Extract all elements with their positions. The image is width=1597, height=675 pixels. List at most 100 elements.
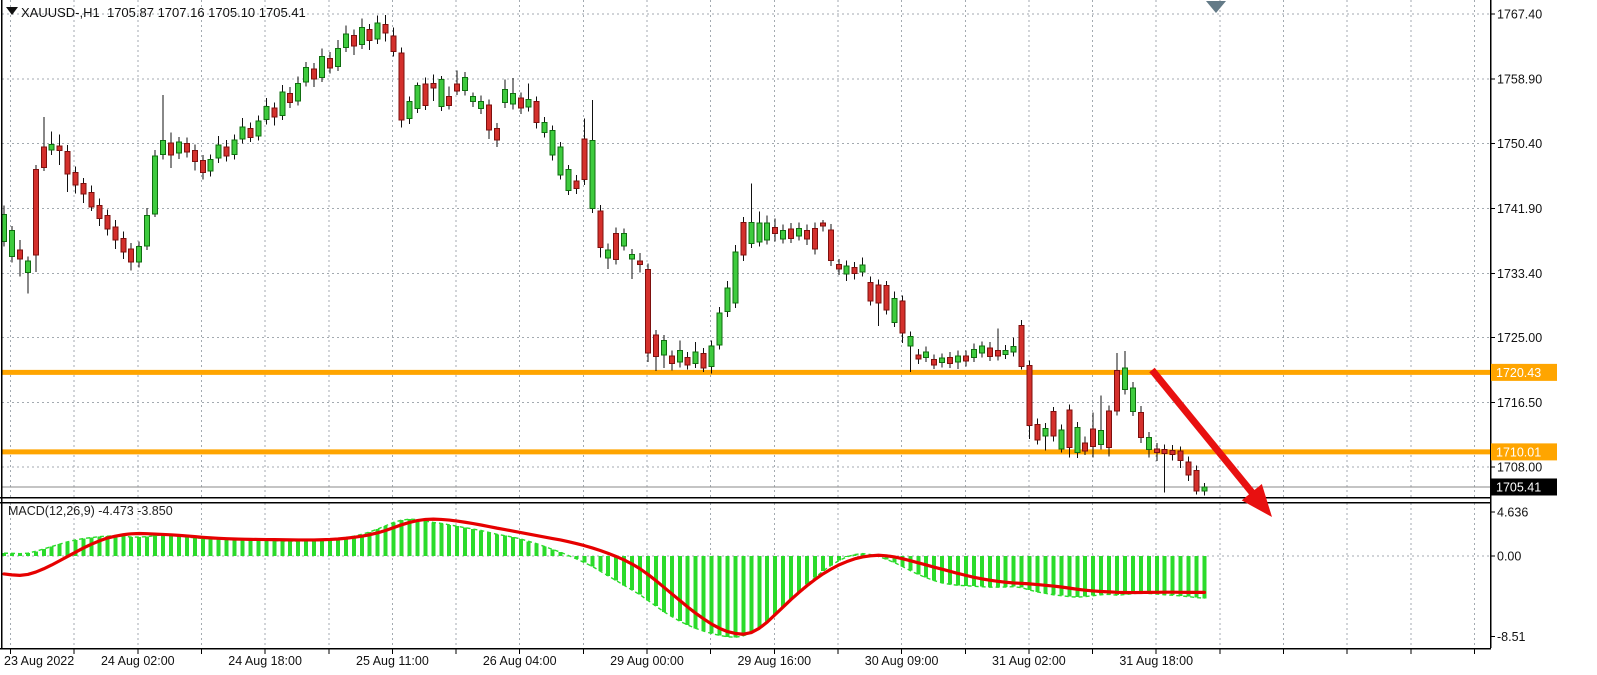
- macd-bar: [1115, 556, 1119, 596]
- candle-bullish: [756, 222, 763, 243]
- macd-bar: [606, 556, 611, 576]
- current-price-tag: [1491, 478, 1557, 496]
- candle-bearish: [167, 142, 174, 156]
- macd-bar: [956, 556, 960, 586]
- macd-bar: [1130, 556, 1135, 594]
- candle-bearish: [684, 356, 691, 366]
- macd-bar: [49, 546, 54, 556]
- macd-bar: [518, 538, 523, 556]
- candle-bearish: [867, 282, 874, 302]
- price-tick-label: 1708.00: [1497, 461, 1542, 475]
- candle-bearish: [1114, 369, 1120, 412]
- macd-bar: [224, 538, 229, 556]
- macd-bar: [1154, 556, 1159, 594]
- candle-bearish: [390, 35, 397, 52]
- candle-bullish: [303, 66, 310, 83]
- macd-bar: [232, 538, 237, 556]
- candle-bearish: [517, 97, 524, 109]
- time-tick-label: 29 Aug 00:00: [610, 654, 684, 668]
- candle-bearish: [1153, 448, 1160, 454]
- candle-bearish: [16, 249, 23, 260]
- candle-bullish: [1145, 436, 1152, 451]
- candle-bullish: [1201, 486, 1208, 492]
- candle-bearish: [875, 284, 882, 304]
- candle-bullish: [414, 85, 421, 110]
- macd-bar: [1138, 556, 1143, 594]
- macd-bar: [781, 556, 786, 608]
- price-tick-label: 1758.90: [1497, 72, 1542, 86]
- macd-bar: [1186, 556, 1191, 597]
- candle-bullish: [1074, 427, 1081, 454]
- price-tick-label: 1716.50: [1497, 396, 1542, 410]
- macd-bar: [860, 553, 865, 556]
- candle-bearish: [637, 260, 643, 265]
- candle-bullish: [557, 146, 564, 176]
- macd-bar: [685, 556, 690, 625]
- macd-bar: [2, 553, 6, 556]
- macd-bar: [971, 556, 976, 587]
- macd-bar: [995, 556, 1000, 588]
- candle-bearish: [366, 28, 373, 42]
- macd-bar: [645, 556, 650, 601]
- candle-bullish: [621, 233, 628, 247]
- macd-bar: [137, 537, 142, 556]
- candlesticks: [1, 14, 1208, 496]
- macd-bar: [471, 529, 476, 556]
- candle-bearish: [326, 57, 333, 69]
- main-chart-pane[interactable]: [2, 0, 1490, 497]
- collapse-triangle-icon[interactable]: [6, 7, 18, 15]
- candle-bearish: [1066, 409, 1073, 448]
- macd-bar: [765, 556, 770, 622]
- candle-bearish: [899, 300, 906, 334]
- candle-bearish: [1193, 469, 1200, 492]
- time-axis[interactable]: [0, 648, 1490, 675]
- macd-pane[interactable]: [2, 503, 1490, 648]
- macd-bar: [304, 540, 309, 556]
- signal-line: [2, 517, 1207, 636]
- macd-bar: [296, 541, 301, 556]
- macd-bar: [661, 556, 666, 612]
- candle-bullish: [708, 345, 715, 368]
- candle-bearish: [311, 68, 318, 80]
- macd-bar: [145, 536, 150, 556]
- price-axis[interactable]: [1490, 0, 1597, 648]
- macd-bar: [33, 551, 38, 556]
- candle-bullish: [716, 312, 723, 346]
- candle-bearish: [104, 214, 111, 230]
- candle-bullish: [136, 246, 143, 263]
- candle-bearish: [247, 127, 254, 139]
- macd-bar: [89, 537, 94, 556]
- level-price-tag-label: 1710.01: [1496, 445, 1541, 459]
- macd-bar: [677, 556, 682, 622]
- candle-bearish: [668, 355, 675, 364]
- candle-bearish: [1018, 324, 1025, 368]
- candle-bearish: [1034, 423, 1041, 441]
- macd-bar: [97, 536, 102, 556]
- price-axis-labels: 1767.40 1758.90 1750.40 1741.90 1733.40 1725.…: [1490, 8, 1557, 644]
- candle-bearish: [493, 127, 500, 141]
- candle-bullish: [239, 126, 246, 140]
- macd-dashed-line: [3, 518, 1205, 638]
- macd-bar: [1027, 556, 1032, 591]
- macd-scale-label: 4.636: [1497, 506, 1528, 520]
- macd-bar: [407, 519, 412, 556]
- candle-bearish: [788, 228, 795, 239]
- macd-bar: [844, 556, 849, 557]
- macd-bar: [1043, 556, 1048, 594]
- time-tick-label: 29 Aug 16:00: [737, 654, 811, 668]
- candle-bullish: [478, 101, 484, 110]
- candle-bearish: [96, 205, 103, 219]
- macd-bar: [900, 556, 905, 567]
- candle-bullish: [780, 230, 787, 240]
- candle-bearish: [422, 83, 429, 107]
- macd-bar: [717, 556, 722, 636]
- price-tick-label: 1741.90: [1497, 202, 1542, 216]
- time-tick-label: 24 Aug 18:00: [228, 654, 302, 668]
- macd-bar: [447, 524, 452, 556]
- candle-bullish: [509, 92, 516, 105]
- candle-bearish: [1185, 461, 1192, 476]
- current-price-tag-label: 1705.41: [1496, 480, 1541, 494]
- candle-bullish: [334, 47, 341, 68]
- macd-bar: [510, 537, 515, 556]
